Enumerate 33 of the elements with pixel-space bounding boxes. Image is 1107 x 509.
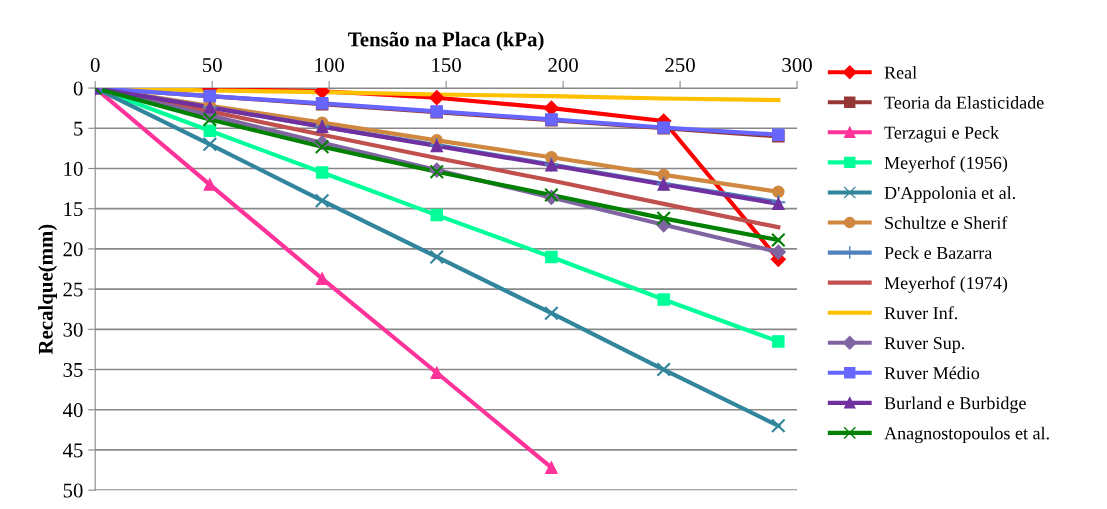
- y-tick-label: 35: [63, 362, 83, 377]
- legend-label: Ruver Sup.: [884, 337, 965, 353]
- legend-label: Ruver Médio: [884, 366, 980, 380]
- y-tick-label: 5: [74, 121, 83, 136]
- y-tick-label: 30: [63, 322, 83, 337]
- x-tick-label: 50: [202, 57, 222, 73]
- y-tick-label: 10: [64, 161, 83, 176]
- legend-label: Burland e Burbidge: [884, 396, 1026, 414]
- legend-label: Teoria da Elasticidade: [884, 96, 1044, 109]
- y-tick-label: 40: [62, 403, 83, 418]
- legend-label: Meyerhof (1956): [884, 156, 1008, 173]
- y-tick-label: 50: [63, 483, 83, 498]
- legend-label: Anagnostopoulos et al.: [884, 426, 1049, 444]
- y-tick-label: 0: [73, 81, 83, 96]
- legend-label: Schultze e Sherif: [885, 216, 1008, 230]
- x-tick-label: 200: [548, 57, 578, 73]
- x-tick-label: 300: [782, 57, 812, 73]
- x-tick-label: 250: [665, 57, 695, 73]
- y-tick-label: 20: [63, 242, 83, 257]
- y-tick-label: 25: [63, 282, 83, 297]
- legend-label: Terzagui e Peck: [884, 126, 1000, 143]
- legend-label: Meyerhof (1974): [884, 276, 1008, 293]
- x-tick-label: 0: [90, 57, 100, 73]
- legend-label: Peck e Bazarra: [884, 246, 993, 260]
- legend-label: Ruver Inf.: [884, 306, 958, 320]
- legend-label: Real: [884, 66, 917, 79]
- legend-label: D'Appolonia et al.: [884, 186, 1015, 203]
- x-axis-title: Tensão na Placa (kPa): [348, 31, 544, 51]
- y-tick-label: 45: [62, 443, 83, 458]
- y-tick-label: 15: [64, 202, 83, 217]
- x-tick-label: 150: [432, 57, 461, 73]
- x-tick-label: 100: [315, 57, 344, 73]
- y-axis-title: Recalque(mm): [38, 224, 58, 355]
